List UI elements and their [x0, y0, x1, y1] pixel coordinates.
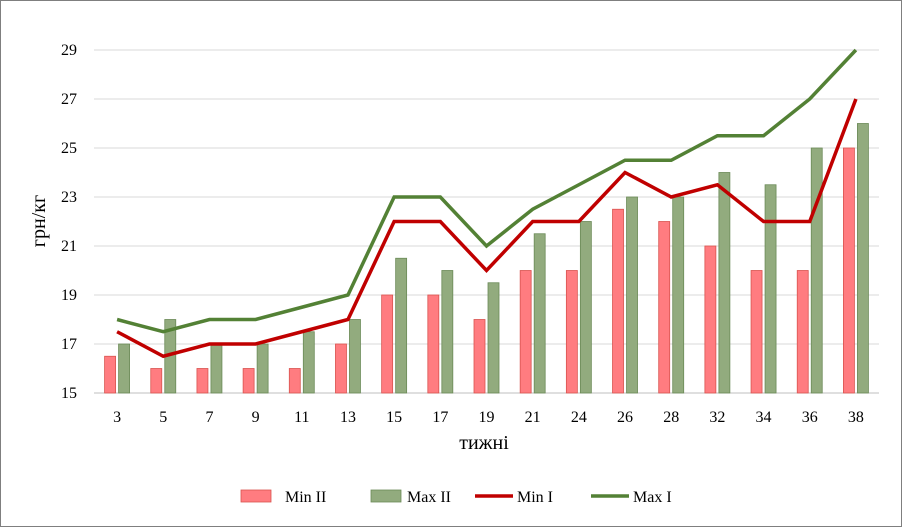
x-axis-title: тижні	[459, 432, 509, 454]
series-lines	[116, 48, 858, 359]
bar-min-ii	[796, 270, 809, 394]
legend-label-min-i: Min I	[517, 489, 553, 506]
bar-max-ii	[626, 196, 638, 394]
legend-label-max-ii: Max II	[407, 489, 451, 506]
bars	[104, 123, 869, 394]
bar-max-ii	[118, 343, 130, 394]
x-tick-label: 3	[113, 409, 121, 426]
y-tick-label: 27	[61, 91, 77, 108]
x-tick-label: 26	[617, 409, 633, 426]
x-tick-label: 13	[340, 409, 356, 426]
x-tick-label: 38	[848, 409, 864, 426]
y-tick-label: 25	[61, 140, 77, 157]
x-tick-label: 15	[386, 409, 402, 426]
bar-min-ii	[565, 270, 578, 394]
y-tick-label: 19	[61, 287, 77, 304]
legend: Min II Max II Min I Max I	[240, 489, 672, 506]
bar-max-ii	[256, 343, 269, 394]
legend-swatch-min-ii	[240, 489, 272, 503]
x-tick-label: 17	[432, 409, 448, 426]
x-tick-label: 19	[479, 409, 495, 426]
bar-max-ii	[302, 331, 315, 394]
bar-max-ii	[533, 233, 546, 394]
bar-min-ii	[196, 368, 209, 394]
y-tick-labels: 15 17 19 21 23 25 27 29	[61, 42, 77, 402]
bar-min-ii	[612, 208, 624, 394]
x-tick-label: 7	[205, 409, 213, 426]
bar-max-ii	[395, 257, 408, 394]
x-tick-labels: 3 5 7 9 11 13 15 17 19 21 24 26 28 32 34 36 38	[113, 409, 864, 426]
line-max-i	[116, 48, 858, 334]
bar-max-ii	[579, 221, 592, 394]
bar-min-ii	[104, 355, 116, 394]
bar-max-ii	[487, 282, 500, 394]
legend-swatch-max-ii	[370, 489, 402, 503]
line-min-i	[116, 98, 858, 359]
bar-max-ii	[764, 184, 777, 394]
x-tick-label: 34	[756, 409, 772, 426]
y-axis-title: грн/кг	[28, 195, 50, 247]
x-tick-label: 9	[252, 409, 260, 426]
y-tick-label: 15	[61, 385, 77, 402]
bar-min-ii	[519, 270, 532, 394]
bar-max-ii	[441, 270, 454, 394]
bar-max-ii	[349, 319, 361, 394]
bar-max-ii	[210, 343, 223, 394]
bar-min-ii	[150, 368, 163, 394]
bar-max-ii	[718, 172, 731, 394]
bar-min-ii	[288, 368, 301, 394]
bar-min-ii	[242, 368, 255, 394]
bar-min-ii	[381, 294, 394, 394]
x-tick-label: 5	[159, 409, 167, 426]
bar-min-ii	[750, 270, 763, 394]
x-tick-label: 24	[571, 409, 587, 426]
y-tick-label: 21	[61, 238, 77, 255]
y-tick-label: 17	[61, 336, 77, 353]
x-tick-label: 28	[663, 409, 679, 426]
bar-min-ii	[704, 245, 717, 394]
bar-min-ii	[843, 147, 855, 394]
y-tick-label: 29	[61, 42, 77, 59]
bar-min-ii	[335, 343, 347, 394]
bar-min-ii	[473, 319, 486, 394]
bar-min-ii	[658, 221, 671, 394]
x-tick-label: 36	[802, 409, 818, 426]
y-tick-label: 23	[61, 189, 77, 206]
x-tick-label: 11	[294, 409, 309, 426]
bar-max-ii	[857, 123, 869, 394]
bar-max-ii	[672, 196, 685, 394]
bar-min-ii	[427, 294, 440, 394]
legend-label-max-i: Max I	[633, 489, 672, 506]
legend-label-min-ii: Min II	[285, 489, 326, 506]
x-tick-label: 32	[709, 409, 725, 426]
x-tick-label: 21	[525, 409, 541, 426]
bar-max-ii	[810, 147, 823, 394]
